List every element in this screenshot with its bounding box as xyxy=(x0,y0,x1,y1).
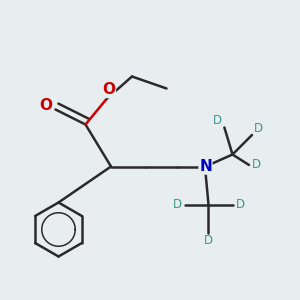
Text: D: D xyxy=(254,122,263,135)
Text: D: D xyxy=(204,234,213,248)
Text: N: N xyxy=(199,159,212,174)
Text: D: D xyxy=(252,158,261,172)
Text: D: D xyxy=(213,114,222,128)
Text: D: D xyxy=(172,198,182,211)
Text: D: D xyxy=(236,198,244,211)
Text: O: O xyxy=(102,82,116,98)
Text: O: O xyxy=(39,98,52,113)
